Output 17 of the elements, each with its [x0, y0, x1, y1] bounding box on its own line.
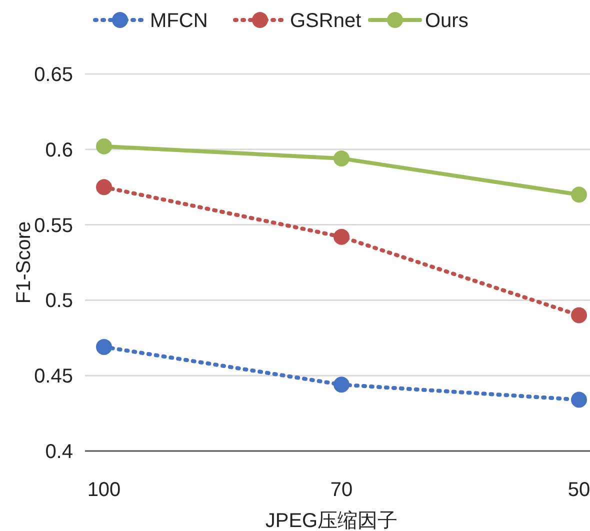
legend-label: Ours [425, 10, 468, 32]
ylabel: F1-Score [13, 221, 35, 304]
legend-label: MFCN [150, 10, 208, 32]
xtick: 50 [568, 479, 590, 501]
ytick: 0.65 [34, 64, 73, 86]
ytick: 0.6 [45, 139, 73, 162]
legend-item: Ours [368, 10, 468, 32]
ytick: 0.5 [45, 290, 73, 312]
legend-item: MFCN [93, 10, 208, 32]
ytick: 0.55 [34, 214, 73, 237]
ytick: 0.4 [45, 441, 73, 463]
ytick: 0.45 [34, 366, 73, 388]
legend-item: GSRnet [233, 10, 362, 32]
xtick: 70 [330, 479, 353, 501]
legend-label: GSRnet [290, 10, 362, 32]
xlabel: JPEG压缩因子 [265, 510, 398, 531]
xtick: 100 [87, 479, 121, 501]
